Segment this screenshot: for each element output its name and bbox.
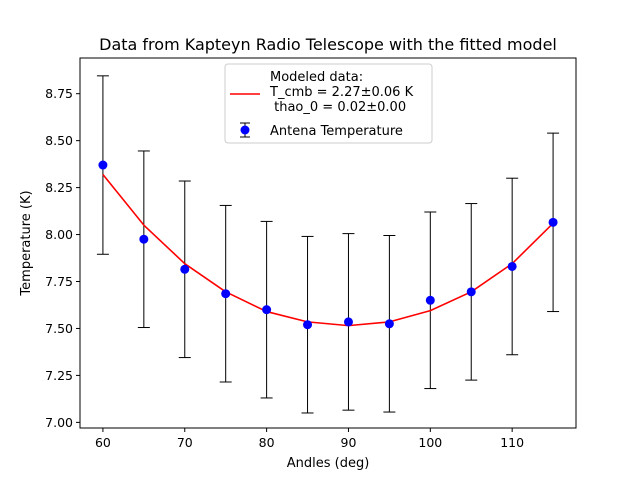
x-tick-label: 90: [341, 435, 357, 450]
y-tick-label: 7.25: [45, 368, 73, 383]
x-tick-label: 60: [95, 435, 111, 450]
x-axis-label: Andles (deg): [287, 456, 370, 471]
x-tick-label: 80: [259, 435, 275, 450]
y-tick-label: 8.25: [45, 180, 73, 195]
data-point: [221, 289, 231, 299]
y-tick-label: 7.75: [45, 274, 73, 289]
x-axis-ticks: 60 70 80 90 100 110: [95, 428, 524, 450]
x-tick-label: 100: [418, 435, 442, 450]
data-point: [180, 264, 190, 274]
x-tick-label: 70: [177, 435, 193, 450]
data-point: [507, 261, 517, 271]
legend-point-swatch: [240, 125, 250, 135]
data-point: [139, 234, 149, 244]
legend-antena-label: Antena Temperature: [270, 124, 403, 139]
legend-model-line-3: thao_0 = 0.02±0.00: [270, 100, 406, 115]
data-point: [425, 295, 435, 305]
plot-frame: [79, 57, 577, 429]
data-point: [466, 287, 476, 297]
data-points: [98, 160, 558, 330]
y-tick-label: 7.50: [45, 321, 73, 336]
y-axis-ticks: 7.00 7.25 7.50 7.75 8.00 8.25 8.50 8.75: [45, 86, 80, 430]
y-axis-label: Temperature (K): [19, 190, 34, 296]
y-tick-label: 7.00: [45, 415, 73, 430]
y-tick-label: 8.50: [45, 133, 73, 148]
x-tick-label: 110: [500, 435, 524, 450]
data-point: [384, 319, 394, 329]
data-point: [98, 160, 108, 170]
data-point: [303, 320, 313, 330]
model-line-group: [102, 173, 554, 327]
legend-frame: [224, 63, 433, 144]
data-point: [343, 317, 353, 327]
model-line: [102, 173, 554, 327]
legend-model-line-2: T_cmb = 2.27±0.06 K: [269, 85, 414, 100]
y-tick-label: 8.00: [45, 227, 73, 242]
legend-model-line-1: Modeled data:: [270, 70, 363, 85]
legend: Modeled data: T_cmb = 2.27±0.06 K thao_0…: [224, 63, 433, 144]
data-point: [262, 305, 272, 315]
data-point: [548, 217, 558, 227]
chart-title: Data from Kapteyn Radio Telescope with t…: [99, 35, 557, 54]
y-tick-label: 8.75: [45, 86, 73, 101]
